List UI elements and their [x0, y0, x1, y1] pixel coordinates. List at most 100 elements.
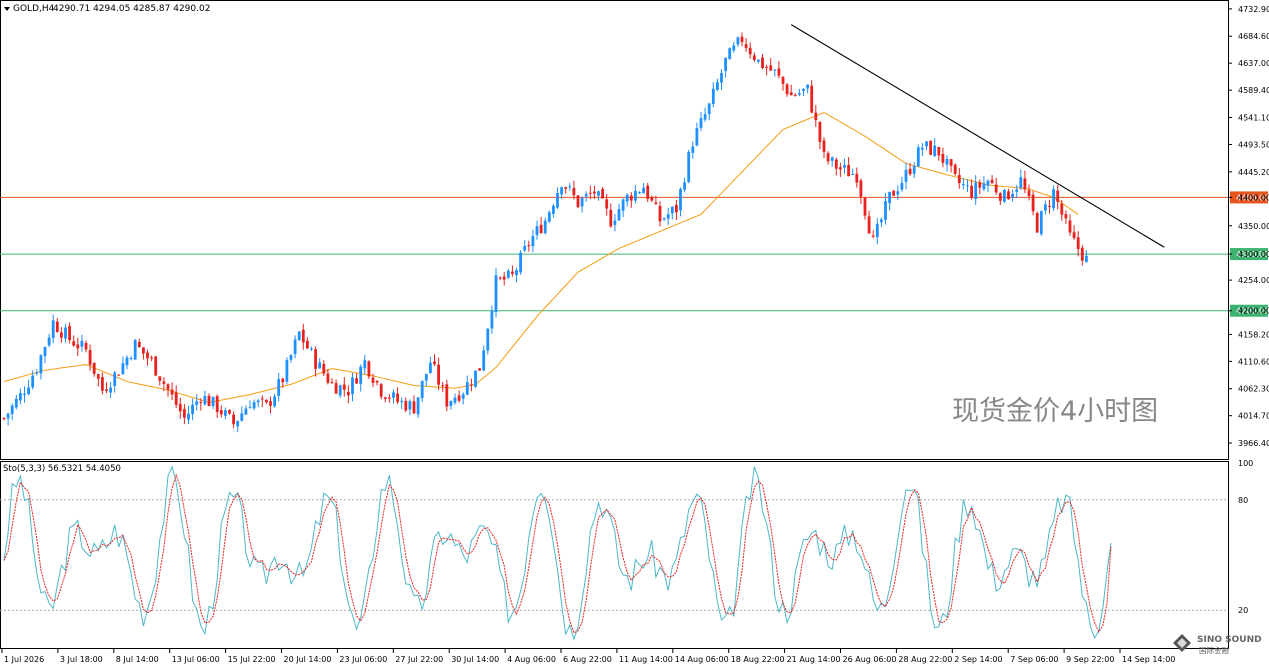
- time-tick-label: 23 Jul 06:00: [339, 655, 387, 664]
- candle-body: [338, 385, 342, 396]
- candle-body: [851, 173, 855, 175]
- price-tick-label: 4158.20: [1238, 330, 1269, 339]
- candle-body: [880, 219, 883, 223]
- candle-body: [740, 36, 744, 43]
- candle-body: [429, 362, 432, 374]
- candle-body: [129, 357, 133, 359]
- candle-body: [699, 118, 703, 128]
- candle-body: [658, 205, 662, 222]
- triangle-down-icon[interactable]: [4, 7, 10, 11]
- candle-body: [342, 384, 346, 390]
- stoch-axis-label: 80: [1238, 496, 1248, 505]
- candle-body: [588, 192, 592, 194]
- candle-body: [19, 392, 22, 401]
- candle-body: [666, 214, 670, 219]
- candle-body: [195, 401, 199, 405]
- time-tick-label: 9 Sep 22:00: [1066, 655, 1114, 664]
- candle-body: [461, 394, 465, 399]
- sino-sound-logo: SINO SOUND 国际金融: [1173, 634, 1262, 655]
- candle-body: [1023, 178, 1027, 190]
- candle-body: [453, 397, 457, 403]
- candle-body: [761, 57, 764, 68]
- time-tick-label: 7 Sep 06:00: [1010, 655, 1058, 664]
- candle-body: [716, 82, 719, 90]
- candle-body: [691, 146, 695, 153]
- candle-body: [863, 197, 867, 216]
- candle-body: [416, 397, 420, 415]
- price-tick-label: 4541.10: [1238, 114, 1269, 123]
- candle-body: [478, 368, 481, 371]
- price-tick-label: 4350.00: [1238, 222, 1269, 231]
- candle-body: [60, 332, 63, 338]
- time-tick-label: 1 Jul 2026: [4, 655, 44, 664]
- candle-body: [937, 146, 941, 156]
- candle-body: [224, 410, 227, 416]
- candle-body: [306, 340, 309, 349]
- candle-body: [564, 187, 568, 189]
- candle-body: [957, 175, 961, 184]
- candle-body: [736, 37, 740, 45]
- candle-body: [834, 159, 838, 169]
- trendline[interactable]: [790, 24, 1165, 248]
- candle-body: [949, 159, 953, 166]
- time-tick-label: 27 Jul 22:00: [395, 655, 443, 664]
- stochastic-oscillator: [0, 465, 1228, 641]
- candle-body: [994, 184, 998, 193]
- candle-body: [301, 329, 305, 343]
- candle-body: [334, 383, 338, 394]
- candle-body: [88, 349, 92, 365]
- candle-body: [162, 381, 166, 384]
- candle-body: [810, 85, 814, 113]
- candle-body: [269, 401, 272, 406]
- candle-body: [76, 344, 80, 349]
- candle-body: [1068, 220, 1072, 233]
- candle-body: [572, 187, 576, 196]
- candle-body: [260, 398, 264, 400]
- candle-body: [420, 380, 424, 399]
- time-tick-label: 8 Jul 14:00: [116, 655, 159, 664]
- candle-body: [150, 357, 153, 359]
- candle-body: [818, 122, 822, 142]
- candle-body: [703, 114, 707, 120]
- candle-body: [584, 194, 588, 197]
- candle-body: [404, 400, 408, 411]
- candle-body: [839, 167, 842, 170]
- candle-body: [92, 362, 96, 374]
- price-tick-label: 4445.20: [1238, 168, 1269, 177]
- candle-body: [793, 95, 797, 97]
- candle-body: [117, 374, 121, 376]
- candle-body: [101, 377, 104, 391]
- price-tick-label: 3966.40: [1238, 439, 1269, 448]
- candle-body: [347, 391, 350, 396]
- candle-body: [884, 200, 887, 220]
- candle-body: [978, 182, 982, 188]
- price-tick-label: 4684.60: [1238, 32, 1269, 41]
- candle-body: [1044, 204, 1047, 211]
- candle-body: [1056, 190, 1060, 202]
- candle-body: [10, 405, 14, 414]
- candle-body: [314, 349, 317, 369]
- candle-body: [912, 166, 916, 174]
- time-axis: 1 Jul 2026 3 Jul 18:00 8 Jul 14:00 13 Jul 0…: [1, 649, 1175, 664]
- candle-body: [953, 164, 957, 174]
- time-tick-label: 18 Aug 22:00: [731, 655, 785, 664]
- candle-body: [35, 372, 39, 374]
- candle-body: [191, 404, 194, 415]
- candle-body: [84, 342, 88, 350]
- time-tick-label: 15 Jul 22:00: [228, 655, 276, 664]
- candle-body: [830, 157, 834, 161]
- candle-body: [1076, 237, 1080, 250]
- candle-body: [552, 205, 555, 214]
- candle-body: [711, 88, 715, 104]
- candle-body: [867, 216, 871, 234]
- candle-body: [289, 355, 293, 360]
- candle-body: [982, 183, 986, 190]
- candle-body: [474, 370, 477, 387]
- candle-body: [445, 384, 449, 407]
- candle-body: [51, 320, 55, 338]
- candle-body: [728, 48, 732, 60]
- candle-body: [2, 418, 6, 420]
- candle-body: [142, 347, 145, 354]
- candle-body: [351, 377, 354, 395]
